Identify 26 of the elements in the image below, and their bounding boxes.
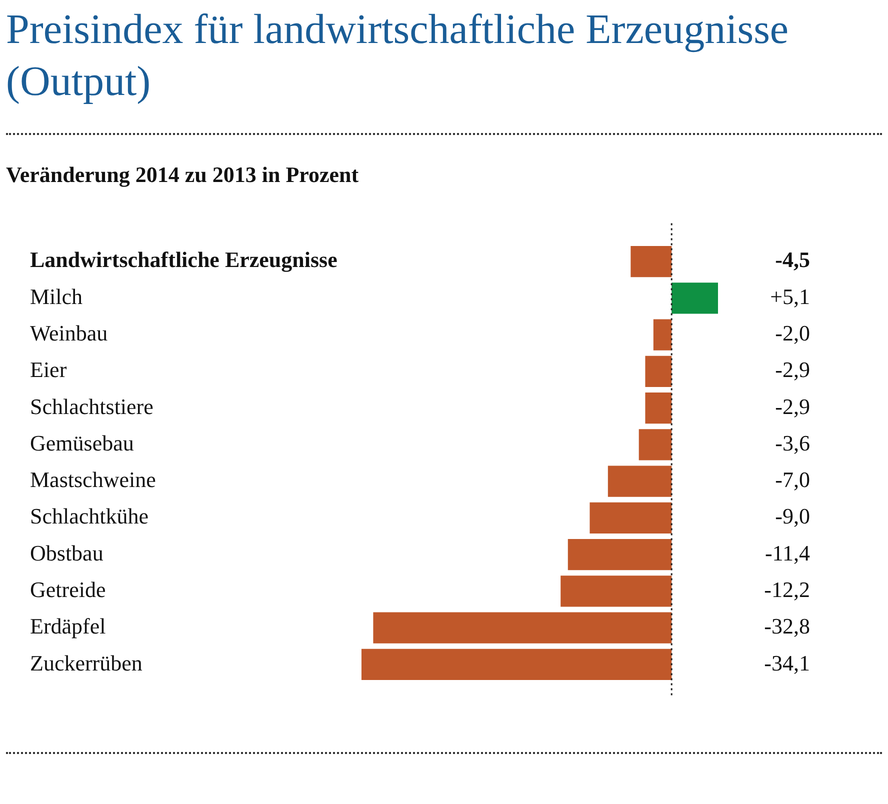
data-label: -34,1 (764, 650, 810, 676)
data-label: -2,9 (775, 394, 810, 419)
y-tick-label: Getreide (30, 577, 106, 602)
data-label: -4,5 (775, 247, 810, 272)
y-tick-label: Milch (30, 284, 83, 309)
y-tick-label: Gemüsebau (30, 430, 134, 456)
data-label: -12,2 (764, 577, 810, 602)
data-label: -7,0 (775, 467, 810, 492)
data-label: +5,1 (770, 284, 810, 309)
y-tick-label: Weinbau (30, 320, 108, 346)
y-tick-label: Obstbau (30, 540, 104, 566)
y-tick-label: Eier (30, 357, 68, 382)
data-label: -32,8 (764, 614, 810, 639)
y-tick-label: Landwirtschaftliche Erzeugnisse (30, 247, 338, 272)
y-tick-label: Schlachtstiere (30, 394, 154, 419)
data-label: -2,0 (775, 320, 810, 346)
data-label: -3,6 (775, 430, 810, 456)
y-tick-label: Mastschweine (30, 467, 156, 492)
data-label: -2,9 (775, 357, 810, 382)
chart-title: Preisindex für landwirtschaftliche Erzeugnisse (Output) (6, 6, 790, 107)
y-tick-label: Erdäpfel (30, 614, 106, 639)
data-label: -11,4 (764, 540, 810, 566)
data-label: -9,0 (775, 504, 810, 529)
y-tick-label: Zuckerrüben (30, 650, 142, 676)
text: Veränderung 2014 zu 2013 in Prozent (6, 162, 359, 188)
y-tick-label: Schlachtkühe (30, 504, 149, 529)
